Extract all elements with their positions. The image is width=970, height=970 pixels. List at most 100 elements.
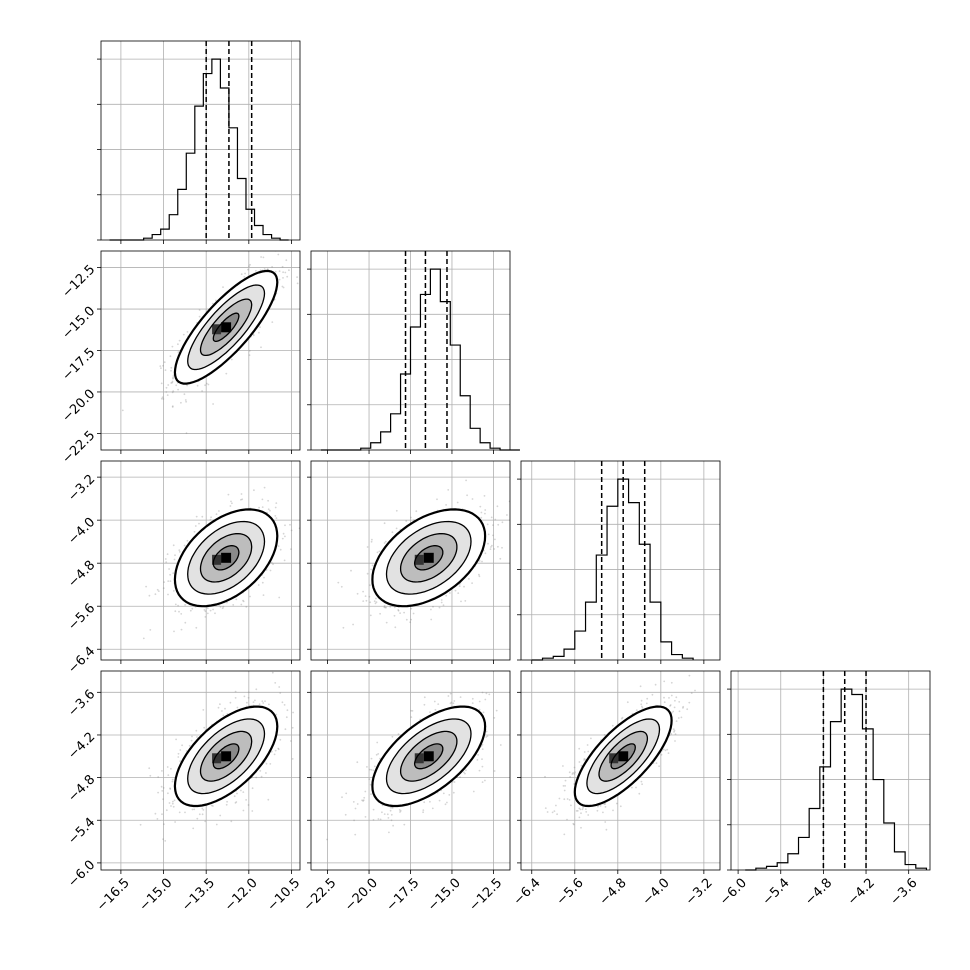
- scatter-point: [275, 502, 278, 504]
- scatter-point: [290, 740, 292, 742]
- scatter-point: [263, 486, 266, 489]
- y-tick-label: −17.5: [60, 345, 99, 384]
- scatter-point: [182, 333, 185, 336]
- scatter-point: [672, 710, 675, 713]
- scatter-point: [551, 811, 554, 814]
- scatter-point: [682, 707, 684, 709]
- scatter-point: [573, 823, 575, 826]
- scatter-point: [393, 606, 396, 609]
- scatter-point: [481, 765, 484, 768]
- scatter-point: [481, 748, 484, 750]
- scatter-point: [494, 538, 496, 541]
- scatter-point: [399, 811, 401, 813]
- scatter-point: [412, 612, 415, 615]
- scatter-point: [599, 805, 602, 807]
- scatter-point: [480, 516, 483, 519]
- scatter-point: [453, 781, 456, 783]
- scatter-point: [201, 390, 204, 392]
- scatter-point: [587, 814, 590, 816]
- scatter-point: [242, 600, 245, 603]
- scatter-point: [580, 812, 582, 815]
- scatter-point: [397, 609, 400, 612]
- scatter-point: [245, 799, 248, 801]
- y-tick-label: −4.8: [65, 558, 98, 591]
- scatter-point: [277, 748, 280, 751]
- scatter-point: [410, 607, 413, 610]
- scatter-point: [410, 618, 412, 621]
- scatter-point: [569, 776, 571, 778]
- scatter-point: [486, 735, 489, 737]
- scatter-point: [482, 711, 485, 714]
- scatter-point: [458, 585, 461, 587]
- scatter-point: [219, 606, 222, 608]
- scatter-point: [174, 610, 177, 613]
- scatter-point: [227, 493, 230, 496]
- scatter-point: [422, 809, 425, 811]
- scatter-point: [690, 692, 693, 694]
- scatter-point: [269, 509, 271, 512]
- scatter-point: [207, 383, 210, 386]
- scatter-point: [291, 726, 294, 729]
- scatter-point: [386, 813, 389, 816]
- x-tick-label: −5.4: [760, 876, 793, 909]
- scatter-point: [204, 610, 207, 613]
- scatter-point: [442, 604, 445, 607]
- scatter-point: [584, 808, 587, 810]
- scatter-point: [302, 236, 304, 238]
- scatter-point: [159, 365, 162, 367]
- y-tick-label: −5.4: [65, 815, 98, 848]
- scatter-point: [260, 256, 262, 258]
- panel-frame: [100, 460, 301, 661]
- scatter-point: [172, 805, 175, 808]
- scatter-point: [231, 502, 233, 505]
- scatter-point: [139, 823, 142, 826]
- scatter-point: [611, 724, 614, 727]
- scatter-point: [389, 809, 392, 812]
- contour-line: [212, 312, 240, 343]
- scatter-point: [171, 381, 174, 384]
- scatter-point: [384, 540, 387, 543]
- scatter-point: [252, 701, 255, 703]
- scatter-point: [391, 807, 394, 809]
- scatter-point: [477, 754, 479, 756]
- scatter-point: [165, 391, 168, 393]
- scatter-point: [674, 699, 676, 702]
- scatter-point: [267, 798, 270, 801]
- scatter-point: [564, 785, 566, 787]
- scatter-point: [670, 681, 673, 684]
- scatter-point: [240, 273, 243, 276]
- scatter-point: [204, 820, 207, 823]
- scatter-point: [215, 513, 218, 516]
- scatter-point: [273, 753, 276, 756]
- scatter-point: [663, 701, 666, 704]
- scatter-point: [486, 523, 489, 526]
- scatter-point: [164, 840, 167, 842]
- scatter-point: [171, 391, 174, 394]
- scatter-point: [195, 626, 198, 629]
- scatter-point: [493, 548, 496, 550]
- scatter-point: [564, 779, 567, 782]
- scatter-point: [578, 747, 581, 750]
- scatter-point: [448, 794, 451, 796]
- scatter-point: [484, 779, 486, 782]
- scatter-point: [285, 716, 288, 719]
- scatter-point: [265, 762, 268, 765]
- scatter-point: [376, 741, 379, 744]
- scatter-point: [492, 524, 494, 526]
- density-peak: [414, 753, 424, 764]
- contour-line: [212, 743, 240, 770]
- scatter-point: [544, 775, 546, 778]
- scatter-point: [275, 713, 278, 716]
- scatter-point: [171, 802, 174, 805]
- scatter-panel-2-3: [520, 670, 721, 871]
- scatter-point: [485, 730, 488, 733]
- scatter-point: [224, 707, 226, 710]
- scatter-point: [210, 516, 213, 519]
- scatter-point: [225, 372, 228, 375]
- scatter-point: [161, 770, 163, 772]
- scatter-point: [575, 810, 578, 812]
- density-peak: [221, 322, 232, 333]
- scatter-point: [356, 761, 359, 764]
- scatter-point: [282, 271, 284, 274]
- scatter-point: [212, 302, 214, 305]
